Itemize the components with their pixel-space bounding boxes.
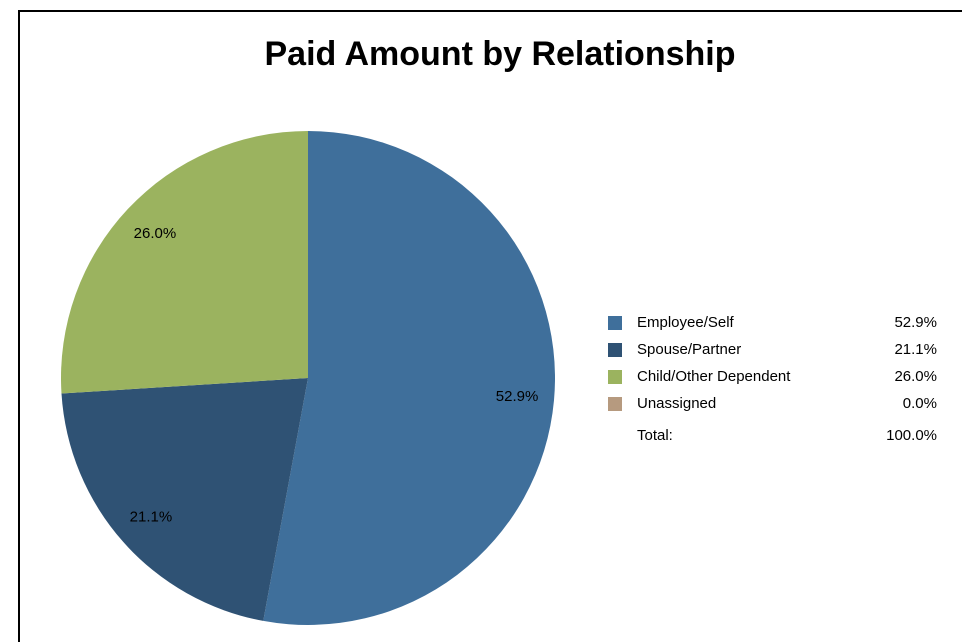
- slice-label: 21.1%: [130, 508, 173, 525]
- legend-value: 26.0%: [894, 368, 937, 385]
- legend-label: Spouse/Partner: [637, 341, 741, 358]
- slice-label: 52.9%: [496, 388, 539, 405]
- pie-slice: [263, 131, 555, 625]
- legend-swatch: [608, 370, 622, 384]
- legend-swatch: [608, 343, 622, 357]
- legend-value: 21.1%: [894, 341, 937, 358]
- total-value: 100.0%: [886, 427, 937, 444]
- legend-label: Unassigned: [637, 395, 716, 412]
- legend-value: 52.9%: [894, 314, 937, 331]
- chart-title: Paid Amount by Relationship: [265, 35, 736, 73]
- slice-label: 26.0%: [134, 225, 177, 242]
- total-label: Total:: [637, 427, 673, 444]
- pie-slice: [61, 378, 308, 621]
- legend-label: Child/Other Dependent: [637, 368, 791, 385]
- pie-slice: [60, 131, 308, 394]
- legend-swatch: [608, 397, 622, 411]
- legend-value: 0.0%: [903, 395, 937, 412]
- legend-label: Employee/Self: [637, 314, 735, 331]
- legend-swatch: [608, 316, 622, 330]
